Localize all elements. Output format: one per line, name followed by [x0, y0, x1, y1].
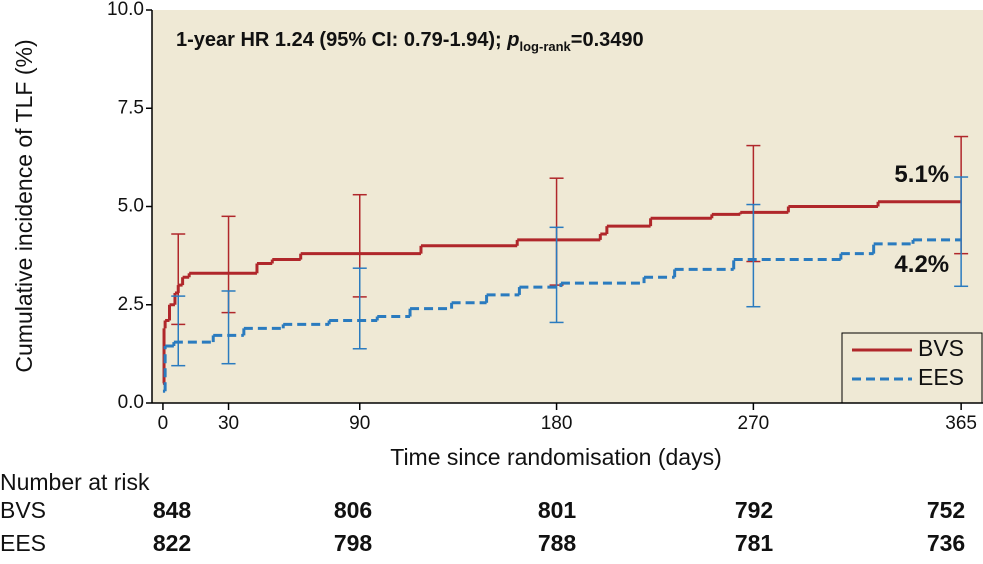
x-tick-label: 270: [738, 413, 770, 434]
risk-row-label: BVS: [0, 497, 46, 523]
x-axis-label: Time since randomisation (days): [390, 444, 722, 470]
x-tick-label: 180: [541, 413, 573, 434]
risk-value: 822: [153, 530, 191, 556]
x-tick-label: 365: [945, 413, 977, 434]
end-label: 5.1%: [894, 161, 949, 188]
y-tick-label: 0.0: [118, 392, 144, 413]
risk-row-label: EES: [0, 530, 46, 556]
risk-value: 848: [153, 497, 192, 523]
y-tick-label: 5.0: [118, 196, 144, 217]
y-axis-label: Cumulative incidence of TLF (%): [11, 39, 37, 372]
risk-value: 752: [927, 497, 965, 523]
y-tick-label: 7.5: [118, 97, 144, 118]
annotation-text: =0.3490: [571, 29, 644, 51]
legend-label: BVS: [918, 335, 964, 361]
legend-box: [841, 332, 983, 404]
risk-value: 792: [735, 497, 773, 523]
annotation-p: p: [506, 29, 519, 51]
annotation: 1-year HR 1.24 (95% CI: 0.79-1.94); plog…: [176, 29, 644, 54]
risk-value: 736: [927, 530, 965, 556]
x-tick-label: 30: [218, 413, 239, 434]
risk-table-title: Number at risk: [0, 469, 150, 495]
risk-value: 806: [334, 497, 372, 523]
risk-value: 801: [538, 497, 577, 523]
x-tick-label: 90: [349, 413, 370, 434]
x-tick-label: 0: [158, 413, 169, 434]
annotation-text: 1-year HR 1.24 (95% CI: 0.79-1.94);: [176, 29, 507, 51]
annotation-subscript: log-rank: [520, 39, 572, 54]
risk-value: 798: [334, 530, 373, 556]
end-label: 4.2%: [894, 251, 949, 278]
y-tick-label: 2.5: [118, 294, 144, 315]
risk-value: 781: [735, 530, 774, 556]
y-tick-label: 10.0: [107, 0, 144, 20]
risk-value: 788: [538, 530, 577, 556]
legend-label: EES: [918, 364, 964, 390]
